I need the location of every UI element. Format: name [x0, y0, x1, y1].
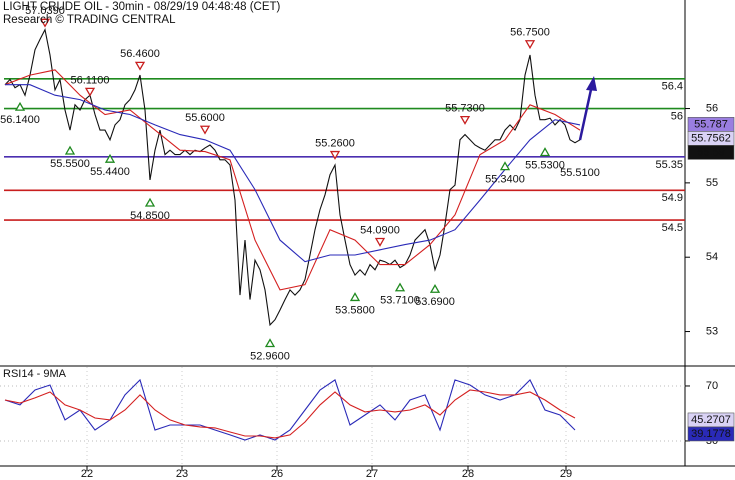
x-tick-label: 26: [271, 468, 283, 480]
chart-subtitle: Research © TRADING CENTRAL: [3, 14, 176, 26]
x-tick-label: 22: [81, 468, 93, 480]
plot-area: 53 54 55 56 56.4 56 55.35 54.9 54.5 57.0390 56.140…: [0, 5, 735, 480]
peak-label: 55.7300: [445, 103, 485, 115]
trough-label: 55.5500: [50, 158, 90, 170]
price-tag: [687, 426, 735, 442]
trough-label: 55.5300: [525, 159, 565, 171]
level-label: 56: [671, 110, 683, 122]
y-tick-label: 54: [706, 251, 718, 263]
y-tick-label: 53: [706, 325, 718, 337]
x-tick-label: 23: [176, 468, 188, 480]
peak-marker: [459, 115, 471, 125]
level-label: 55.35: [655, 159, 683, 171]
peak-label: 55.6000: [185, 112, 225, 124]
y-tick-label: 56: [706, 102, 718, 114]
peak-label: 56.7500: [510, 27, 550, 39]
peak-label: 57.0390: [25, 5, 65, 17]
price-tag-label: 55.59: [697, 146, 725, 158]
series-line: [5, 84, 581, 263]
peak-label: 56.4600: [120, 48, 160, 60]
level-label: 54.5: [662, 222, 683, 234]
chart-title: LIGHT CRUDE OIL - 30min - 08/29/19 04:48…: [3, 1, 281, 13]
peak-marker: [39, 18, 51, 28]
trough-label: 55.4400: [90, 166, 130, 178]
trough-marker: [104, 153, 116, 163]
peak-marker: [84, 87, 96, 97]
price-tag: [687, 145, 735, 160]
trough-marker: [394, 282, 406, 292]
series-line: [4, 389, 576, 439]
y-tick-label: 70: [706, 380, 718, 392]
trough-label: 55.3400: [485, 174, 525, 186]
peak-marker: [134, 61, 146, 71]
price-tag-label: 55.787: [694, 118, 728, 130]
series-line: [4, 28, 581, 327]
peak-label: 56.1100: [71, 74, 110, 86]
price-tag-label: 39.1778: [691, 428, 731, 440]
trough-marker: [429, 283, 441, 293]
price-tag-label: 45.2707: [691, 414, 731, 426]
forecast-arrowhead: [586, 76, 597, 91]
trough-label: 53.7100: [380, 295, 420, 307]
price-tag-label: 55.7562: [691, 132, 731, 144]
peak-marker: [524, 40, 536, 50]
trough-marker: [14, 101, 26, 111]
series-line: [4, 69, 581, 291]
trough-marker: [64, 145, 76, 155]
level-label: 56.4: [662, 81, 683, 93]
rsi-title: RSI14 - 9MA: [3, 368, 67, 380]
x-tick-label: 27: [366, 468, 378, 480]
peak-marker: [374, 237, 386, 247]
peak-label: 54.0900: [360, 224, 400, 236]
trough-label: 54.8500: [130, 210, 170, 222]
level-label: 54.9: [662, 192, 683, 204]
y-tick-label: 55: [706, 177, 718, 189]
trough-marker: [144, 197, 156, 207]
peak-label: 55.2600: [315, 137, 355, 149]
peak-marker: [329, 150, 341, 160]
trough-marker: [539, 147, 551, 157]
trough-label: 56.1400: [0, 114, 40, 126]
trough-label: 53.6900: [415, 296, 455, 308]
trough-label: 52.9600: [250, 350, 290, 362]
peak-marker: [199, 125, 211, 135]
trough-marker: [349, 292, 361, 302]
price-label: 55.5100: [560, 167, 600, 179]
trough-marker: [264, 338, 276, 348]
forecast-arrow: [578, 84, 594, 141]
x-tick-label: 28: [462, 468, 474, 480]
trough-marker: [499, 161, 511, 171]
trough-label: 53.5800: [335, 304, 375, 316]
x-tick-label: 29: [560, 468, 572, 480]
